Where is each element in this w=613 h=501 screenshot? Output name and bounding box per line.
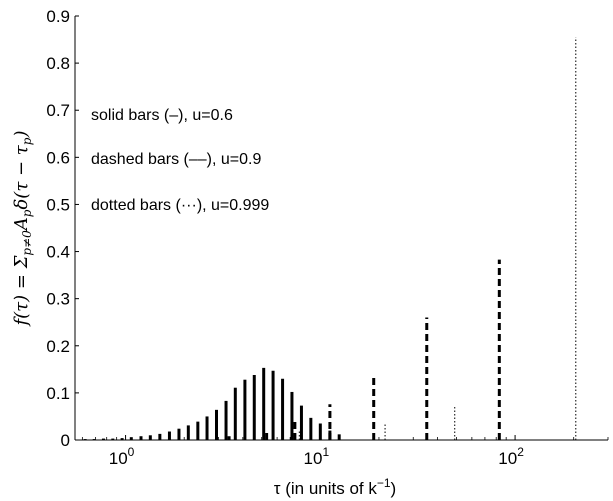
annotation-dashed: dashed bars (––), u=0.9 (91, 151, 261, 168)
y-tick-label: 0.4 (46, 243, 70, 262)
y-tick-label: 0.8 (46, 54, 70, 73)
annotation-solid: solid bars (–), u=0.6 (91, 107, 233, 124)
y-axis-label-sub3: p (20, 137, 34, 145)
x-ticks: 100 101 102 (81, 435, 609, 468)
y-axis-label-close: ) (11, 130, 32, 138)
annotation-dotted: dotted bars (···), u=0.999 (91, 197, 269, 214)
x-tick-label: 101 (304, 445, 330, 468)
y-axis-label-part3: δ(τ − τ (11, 144, 32, 209)
y-axis-label-sub2: p (20, 209, 34, 217)
y-tick-label: 0.2 (46, 337, 70, 356)
x-axis-label-close: ) (391, 479, 397, 498)
x-tick-label: 100 (109, 445, 135, 468)
y-tick-label: 0.9 (46, 7, 70, 26)
bars-group (83, 37, 577, 440)
y-tick-label: 0.6 (46, 148, 70, 167)
y-tick-label: 0.3 (46, 290, 70, 309)
x-axis-label-main: τ (in units of k (274, 479, 378, 498)
y-tick-label: 0.1 (46, 384, 70, 403)
y-axis-label-part1: f(τ) = Σ (11, 255, 32, 327)
y-axis-label-sub1: p≠0 (20, 230, 34, 256)
y-ticks: 0 0.1 0.2 0.3 0.4 0.5 0.6 0.7 0.8 0.9 (46, 7, 79, 450)
y-axis-label-part2: A (11, 217, 32, 232)
x-axis-label: τ (in units of k−1) (274, 476, 396, 498)
y-tick-label: 0 (61, 431, 70, 450)
y-axis-label: f(τ) = Σp≠0Apδ(τ − τp) (11, 130, 34, 327)
x-tick-label: 102 (498, 445, 524, 468)
y-tick-label: 0.7 (46, 101, 70, 120)
x-axis-label-sup: −1 (377, 476, 391, 490)
y-tick-label: 0.5 (46, 195, 70, 214)
